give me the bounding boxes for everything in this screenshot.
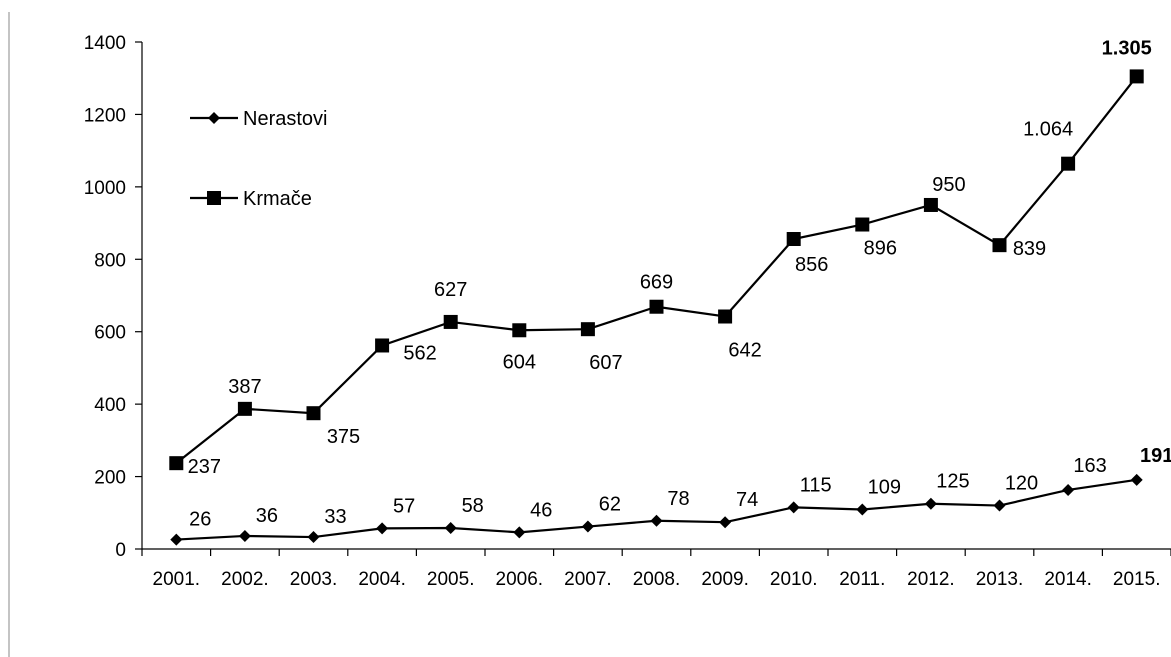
data-labels: 26 36 33 57 58 46 62 78 74 115 109 125 120 163 191 237 3… [188, 37, 1171, 530]
diamond-marker [650, 514, 663, 527]
square-marker [237, 401, 252, 416]
data-label: 896 [864, 238, 897, 260]
diamond-marker [856, 503, 869, 516]
data-label: 839 [1013, 238, 1046, 260]
y-tick-label: 1000 [84, 178, 126, 199]
data-label: 62 [599, 494, 621, 516]
data-label: 562 [403, 342, 436, 364]
data-label: 115 [800, 474, 832, 496]
legend-label: Nerastovi [243, 108, 327, 130]
y-tick-label: 1400 [84, 33, 126, 54]
diamond-marker [787, 501, 800, 514]
diamond-marker [993, 499, 1006, 512]
square-marker [443, 314, 458, 329]
diamond-marker [170, 533, 183, 546]
square-marker [718, 309, 733, 324]
x-tick-label: 2002. [221, 569, 269, 590]
data-label: 387 [228, 376, 261, 398]
square-marker [649, 299, 664, 314]
data-label: 109 [868, 477, 901, 499]
x-tick-label: 2015. [1113, 569, 1161, 590]
x-tick-label: 2014. [1044, 569, 1092, 590]
x-tick-label: 2007. [564, 569, 612, 590]
series-layer [169, 69, 1144, 546]
square-marker [786, 232, 801, 247]
data-label: 120 [1005, 473, 1038, 495]
diamond-marker [1062, 483, 1075, 496]
data-label: 125 [936, 471, 969, 493]
square-marker [512, 323, 527, 338]
x-tick-label: 2005. [427, 569, 475, 590]
y-tick-label: 400 [94, 395, 126, 416]
data-label: 607 [589, 352, 622, 374]
axes: 0 200 400 600 800 1000 1200 1400 2001. 2002. 2003.… [84, 33, 1171, 590]
y-tick-label: 600 [94, 323, 126, 344]
data-label: 33 [324, 506, 346, 528]
y-tick-label: 200 [94, 468, 126, 489]
x-tick-label: 2013. [976, 569, 1024, 590]
x-tick-label: 2006. [496, 569, 544, 590]
data-label: 74 [736, 489, 758, 511]
y-tick-label: 0 [115, 540, 126, 561]
diamond-marker [581, 520, 594, 533]
data-label: 237 [188, 456, 221, 478]
series-line-krmace [175, 75, 1138, 465]
x-tick-label: 2010. [770, 569, 818, 590]
diamond-marker [1130, 473, 1143, 486]
data-label: 642 [728, 340, 761, 362]
x-tick-label: 2011. [839, 569, 885, 590]
data-label: 627 [434, 279, 467, 301]
x-tick-label: 2009. [701, 569, 749, 590]
square-marker [1129, 69, 1144, 84]
data-label: 78 [667, 488, 689, 510]
data-label: 669 [640, 272, 673, 294]
data-label: 375 [327, 426, 360, 448]
data-label: 950 [932, 174, 965, 196]
diamond-marker [924, 497, 937, 510]
data-label: 604 [503, 351, 536, 373]
y-tick-label: 1200 [84, 105, 126, 126]
data-label: 57 [393, 495, 415, 517]
square-marker [923, 197, 938, 212]
x-tick-label: 2012. [907, 569, 955, 590]
data-label: 58 [462, 495, 484, 517]
square-marker [1061, 156, 1076, 171]
square-marker [306, 406, 321, 421]
data-label: 1.305 [1102, 37, 1152, 59]
data-label: 856 [795, 254, 828, 276]
data-label: 1.064 [1023, 119, 1073, 141]
data-label: 26 [189, 509, 211, 531]
square-marker [992, 238, 1007, 253]
legend-label: Krmače [243, 188, 312, 210]
square-marker [375, 338, 390, 353]
x-tick-label: 2001. [153, 569, 201, 590]
diamond-marker [238, 529, 251, 542]
legend-square-marker [207, 191, 221, 205]
x-tick-label: 2003. [290, 569, 338, 590]
square-marker [855, 217, 870, 232]
legend: Nerastovi Krmače [190, 108, 327, 210]
legend-diamond-marker [208, 112, 220, 124]
diamond-marker [307, 531, 320, 544]
square-marker [580, 322, 595, 337]
data-label: 191 [1140, 445, 1171, 467]
x-tick-label: 2004. [358, 569, 406, 590]
diamond-marker [376, 522, 389, 535]
diamond-marker [513, 526, 526, 539]
y-tick-label: 800 [94, 250, 126, 271]
series-line-nerastovi [176, 478, 1137, 541]
diamond-marker [719, 516, 732, 529]
x-tick-label: 2008. [633, 569, 681, 590]
square-marker [169, 456, 184, 471]
data-label: 163 [1073, 455, 1106, 477]
data-label: 36 [256, 505, 278, 527]
diamond-marker [444, 521, 457, 534]
data-label: 46 [530, 499, 552, 521]
